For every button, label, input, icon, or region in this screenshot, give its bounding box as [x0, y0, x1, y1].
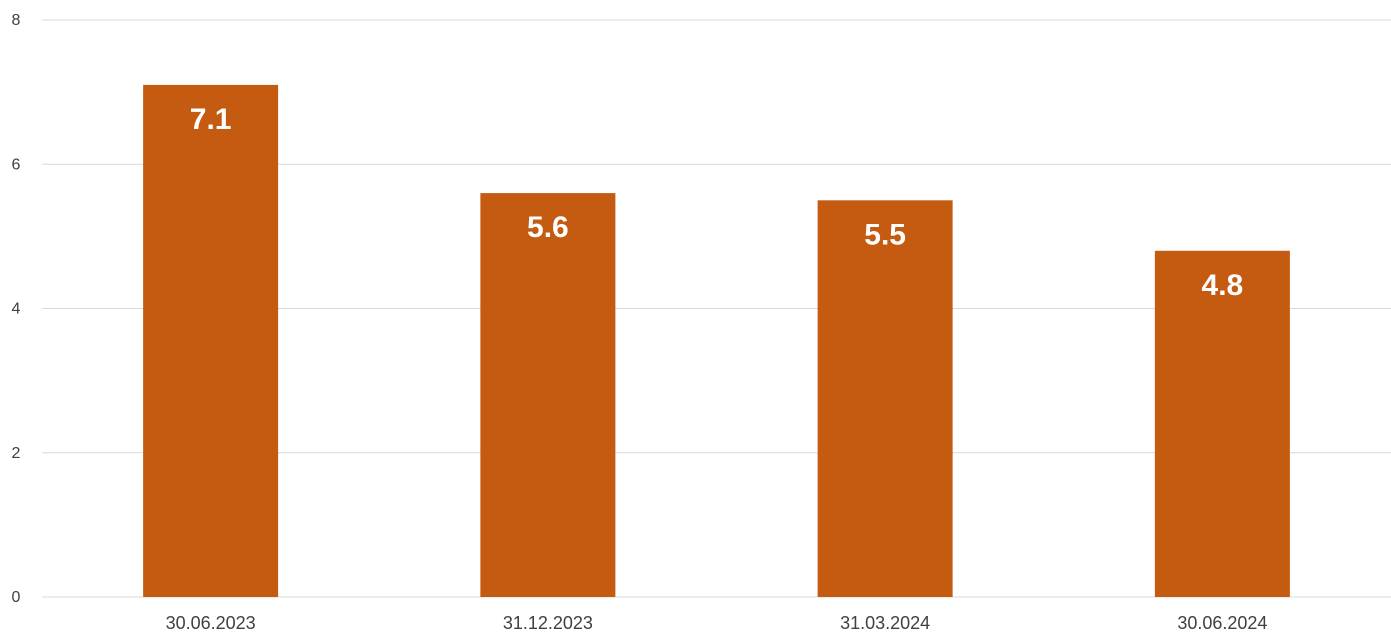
x-tick-label: 31.12.2023	[503, 613, 593, 633]
bars	[143, 84, 1290, 598]
x-tick-label: 30.06.2023	[166, 613, 256, 633]
data-label: 4.8	[1202, 269, 1244, 302]
y-tick-label: 0	[12, 589, 21, 606]
y-tick-label: 8	[12, 12, 21, 29]
y-tick-label: 2	[12, 445, 21, 462]
bar	[817, 200, 953, 597]
x-tick-label: 30.06.2024	[1177, 613, 1267, 633]
x-tick-label: 31.03.2024	[840, 613, 930, 633]
bar	[1154, 250, 1290, 598]
y-tick-label: 6	[12, 156, 21, 173]
data-label: 5.5	[864, 218, 906, 251]
bar	[480, 193, 616, 597]
x-axis: 30.06.2023 31.12.2023 31.03.2024 30.06.2024	[166, 613, 1268, 633]
bar	[143, 84, 279, 598]
data-label: 5.6	[527, 211, 569, 244]
data-label: 7.1	[190, 103, 232, 136]
y-tick-label: 4	[12, 301, 21, 318]
data-labels: 7.1 5.6 5.5 4.8	[190, 103, 1243, 302]
y-axis: 0 2 4 6 8	[12, 12, 21, 606]
